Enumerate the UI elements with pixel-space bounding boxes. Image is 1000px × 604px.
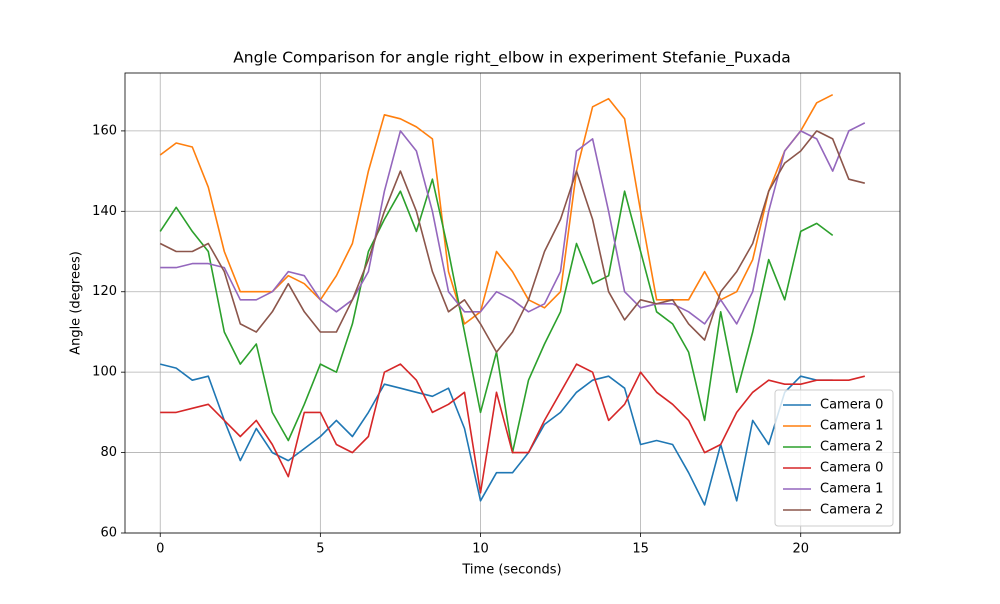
y-tick-label: 160 (92, 123, 117, 138)
legend-label: Camera 2 (820, 440, 883, 455)
x-tick-label: 20 (792, 542, 809, 557)
data-line (160, 363, 865, 494)
data-line (160, 363, 833, 506)
x-axis-label: Time (seconds) (461, 563, 561, 578)
y-tick-label: 120 (92, 284, 117, 299)
y-tick-label: 100 (92, 365, 117, 380)
data-line (159, 93, 834, 325)
x-tick-label: 15 (632, 542, 649, 557)
legend-label: Camera 0 (820, 461, 883, 476)
y-tick-label: 60 (100, 526, 117, 541)
data-line (160, 122, 866, 325)
legend-label: Camera 0 (820, 398, 883, 413)
legend-label: Camera 1 (820, 482, 883, 497)
legend-box (774, 389, 894, 527)
legend-label: Camera 1 (820, 419, 883, 434)
chart-title: Angle Comparison for angle right_elbow i… (233, 49, 791, 68)
x-tick-label: 5 (316, 542, 324, 557)
y-tick-label: 140 (92, 204, 117, 219)
legend: Camera 0 Camera 1 Camera 2 Camera 0 Camera 1… (774, 389, 894, 527)
x-tick-label: 0 (156, 542, 164, 557)
data-line (159, 130, 865, 353)
plot-frame (124, 72, 901, 534)
x-tick-label: 10 (472, 542, 489, 557)
y-tick-label: 80 (100, 445, 117, 460)
y-axis-label: Angle (degrees) (69, 251, 84, 355)
legend-label: Camera 2 (820, 503, 883, 518)
